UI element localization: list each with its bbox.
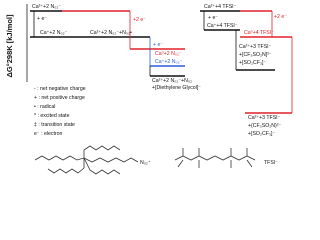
legend-item: + : net positive charge <box>34 95 85 101</box>
legend-item: - : net negative charge <box>34 86 86 92</box>
levels-right <box>200 10 293 114</box>
legend-item: ‡ : transition state <box>34 122 75 128</box>
energy-diagram: ΔG°298K [kJ/mol] Ca²⁺+2 N₀₂⁻ + e⁻ Ca⁺+2 … <box>5 4 293 175</box>
level-label: +[Diethylene Glycol]⁻ <box>152 85 201 91</box>
level-label: Ca²⁺+2 N₀₂⁻+N₀₂• <box>90 30 132 36</box>
legend: - : net negative charge + : net positive… <box>34 86 86 137</box>
step-label: +2 e⁻ <box>274 14 287 20</box>
level-label: +[CF₃SO₂N]²⁻ <box>239 52 272 58</box>
level-label: +[SO₂CF₃]⁻ <box>248 131 275 137</box>
level-label: Ca⁺+2 N₀₂⁻ <box>155 59 183 65</box>
level-label: Ca⁺+2 N₀₂⁻ <box>40 30 68 36</box>
level-label: Ca²⁺+3 TFSI⁻ <box>248 115 281 121</box>
legend-item: e⁻ : electron <box>34 131 63 137</box>
molecule-label: TFSI⁻ <box>264 160 278 166</box>
level-label: Ca⁰+4 TFSI⁻ <box>244 30 274 36</box>
cation-structure <box>34 145 139 175</box>
level-label: Ca²⁺+2 N₀₂⁻ <box>32 4 61 10</box>
level-label: +[SO₂CF₃]⁻ <box>239 60 266 66</box>
anion-structure <box>174 148 256 168</box>
step-label: +2 e⁻ <box>133 17 146 23</box>
level-label: Ca²⁺+2 N₀₂⁻+N₀₂ <box>152 78 192 84</box>
levels-left <box>30 10 185 77</box>
level-label: Ca²⁺+4 TFSI⁻ <box>204 4 237 10</box>
axis-label: ΔG°298K [kJ/mol] <box>5 14 14 77</box>
step-label: + e⁻ <box>208 15 218 21</box>
step-label: + e⁻ <box>153 42 163 48</box>
legend-item: * : excited state <box>34 113 70 119</box>
level-label: Ca⁰+2 N₀₂⁻ <box>155 51 182 57</box>
level-label: Ca⁺+4 TFSI⁻ <box>207 23 238 29</box>
step-label: + e⁻ <box>37 16 47 22</box>
legend-item: • : radical <box>34 104 55 110</box>
level-label: +(CF₃SO₂N)²⁻ <box>248 123 281 129</box>
level-label: Ca²⁺+3 TFSI⁻ <box>239 44 272 50</box>
molecule-label: N₀₂⁺ <box>140 160 151 166</box>
